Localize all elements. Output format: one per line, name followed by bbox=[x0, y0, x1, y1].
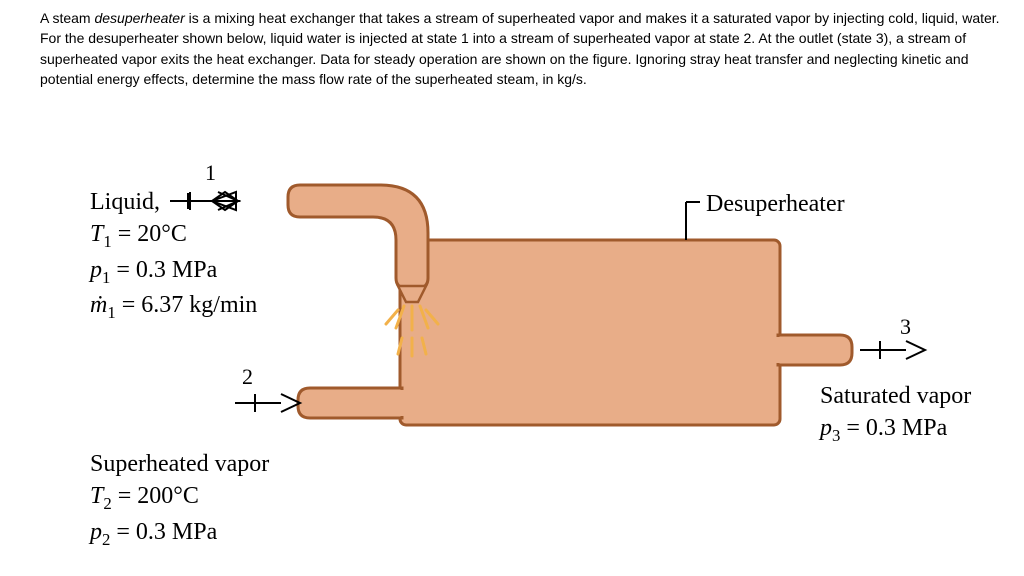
inlet1-pipe bbox=[288, 185, 428, 288]
t1v: = 20°C bbox=[112, 221, 187, 247]
inlet2-pipe bbox=[298, 388, 402, 418]
sv3: Saturated vapor bbox=[820, 383, 971, 409]
state2-num: 2 bbox=[242, 362, 253, 392]
desuperheater-label: Desuperheater bbox=[706, 188, 845, 220]
t2s: 2 bbox=[103, 494, 111, 513]
sv2: Superheated vapor bbox=[90, 451, 269, 477]
m1l: ṁ bbox=[90, 292, 107, 318]
state3-block: Saturated vapor p3 = 0.3 MPa bbox=[820, 380, 971, 448]
txt: is a mixing heat exchanger that takes a … bbox=[185, 10, 1000, 26]
txt: For the desuperheater shown below, liqui… bbox=[40, 30, 966, 46]
p3v: = 0.3 MPa bbox=[840, 415, 947, 441]
m1v: = 6.37 kg/min bbox=[116, 292, 258, 318]
state2-block: Superheated vapor T2 = 200°C p2 = 0.3 MP… bbox=[90, 448, 269, 551]
t2l: T bbox=[90, 483, 103, 509]
problem-statement: A steam desuperheater is a mixing heat e… bbox=[40, 8, 1004, 89]
state1-num: 1 bbox=[205, 158, 216, 188]
diagram: 1 Liquid, T1 = 20°C p1 = 0.3 MPa ṁ1 = 6.… bbox=[0, 140, 1024, 570]
liquid-word: Liquid, bbox=[90, 189, 160, 215]
t1l: T bbox=[90, 221, 103, 247]
p2v: = 0.3 MPa bbox=[110, 519, 217, 545]
leader-line bbox=[686, 202, 700, 240]
vessel-body bbox=[400, 240, 780, 425]
t1s: 1 bbox=[103, 232, 111, 251]
m1s: 1 bbox=[107, 303, 115, 322]
state1-block: Liquid, T1 = 20°C p1 = 0.3 MPa ṁ1 = 6.37… bbox=[90, 186, 257, 325]
seam-cover-3 bbox=[776, 337, 782, 363]
arrow-3 bbox=[860, 341, 925, 359]
txt-em: desuperheater bbox=[94, 10, 184, 26]
p2l: p bbox=[90, 519, 102, 545]
txt: potential energy effects, determine the … bbox=[40, 71, 587, 87]
txt: A steam bbox=[40, 10, 94, 26]
outlet-pipe bbox=[778, 335, 852, 365]
t2v: = 200°C bbox=[112, 483, 199, 509]
txt: superheated vapor exits the heat exchang… bbox=[40, 51, 968, 67]
p3l: p bbox=[820, 415, 832, 441]
p1v: = 0.3 MPa bbox=[110, 257, 217, 283]
state3-num: 3 bbox=[900, 312, 911, 342]
p1l: p bbox=[90, 257, 102, 283]
arrow-2 bbox=[235, 394, 300, 412]
seam-cover-2 bbox=[398, 390, 404, 416]
